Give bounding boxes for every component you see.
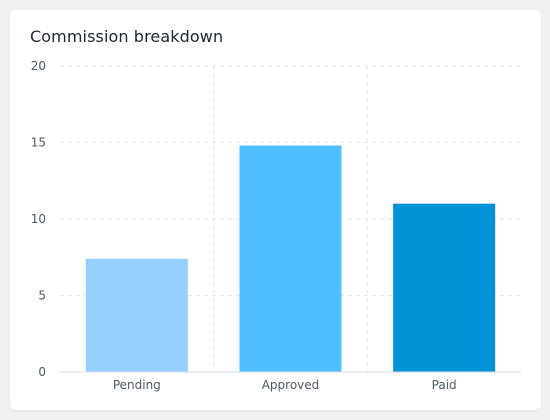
y-tick-label-3: 15 (31, 136, 46, 150)
y-tick-label-4: 20 (31, 59, 46, 73)
y-tick-label-0: 0 (38, 365, 46, 379)
chart-title: Commission breakdown (30, 27, 224, 46)
y-tick-label-1: 5 (38, 289, 46, 303)
y-tick-label-2: 10 (31, 212, 46, 226)
x-tick-label-approved: Approved (262, 378, 320, 392)
bar-chart: 0 5 10 15 20 Pending Approved Paid (31, 59, 521, 392)
chart-card: Commission breakdown 0 5 10 15 20 Pending Appr… (10, 10, 541, 410)
bar-approved (239, 145, 342, 372)
x-tick-label-pending: Pending (113, 378, 161, 392)
bar-pending (85, 258, 188, 372)
x-tick-label-paid: Paid (432, 378, 457, 392)
bar-paid (393, 203, 496, 372)
